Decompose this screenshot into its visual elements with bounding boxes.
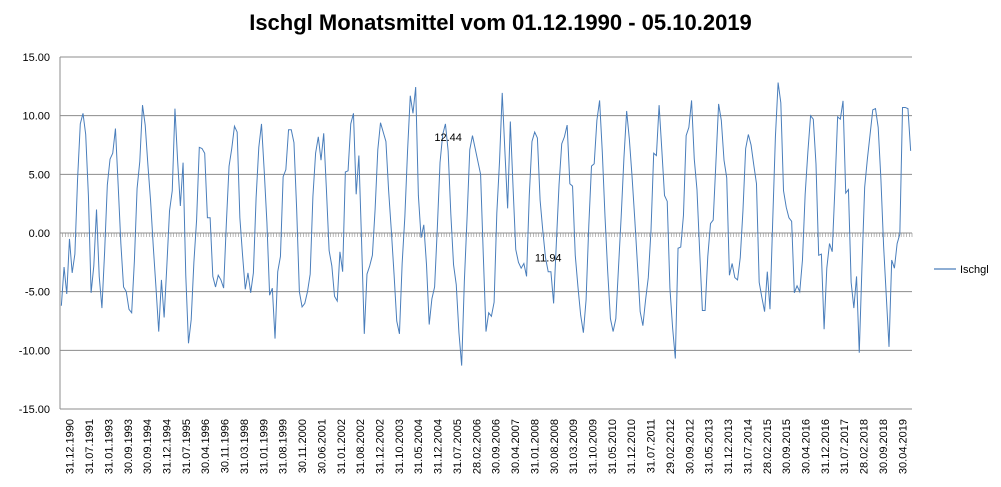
x-tick-label: 30.08.2008: [549, 419, 561, 474]
x-tick-label: 31.07.2005: [452, 419, 464, 474]
x-tick-label: 31.10.2009: [588, 419, 600, 474]
x-tick-label: 30.09.1994: [142, 419, 154, 474]
x-tick-label: 31.01.2002: [336, 419, 348, 474]
x-tick-label: 31.01.1993: [103, 419, 115, 474]
x-tick-label: 31.12.1994: [162, 419, 174, 474]
x-tick-label: 31.03.2009: [568, 419, 580, 474]
x-tick-label: 30.09.2018: [878, 419, 890, 474]
x-tick-label: 30.09.1993: [123, 419, 135, 474]
x-tick-label: 30.04.2016: [801, 419, 813, 474]
x-tick-label: 31.12.2016: [820, 419, 832, 474]
y-tick-label: -5.00: [25, 287, 50, 299]
x-tick-label: 31.03.1998: [239, 419, 251, 474]
x-tick-label: 28.02.2015: [762, 419, 774, 474]
data-label: 12.44: [434, 132, 462, 144]
x-tick-label: 31.05.2004: [413, 419, 425, 474]
x-tick-label: 30.09.2012: [684, 419, 696, 474]
x-tick-label: 31.05.2013: [704, 419, 716, 474]
x-tick-label: 31.07.1991: [84, 419, 96, 474]
x-tick-label: 31.12.2010: [626, 419, 638, 474]
x-tick-label: 30.04.2019: [897, 419, 909, 474]
chart-title: Ischgl Monatsmittel vom 01.12.1990 - 05.…: [249, 10, 752, 35]
x-tick-label: 30.06.2001: [316, 419, 328, 474]
y-tick-label: 10.00: [22, 111, 50, 123]
y-tick-label: 0.00: [29, 228, 50, 240]
x-tick-label: 31.07.1995: [181, 419, 193, 474]
x-tick-label: 30.04.1996: [200, 419, 212, 474]
y-tick-label: 5.00: [29, 169, 50, 181]
x-tick-label: 31.01.2008: [529, 419, 541, 474]
x-tick-label: 31.01.1999: [258, 419, 270, 474]
y-tick-label: 15.00: [22, 52, 50, 64]
y-tick-label: -15.00: [19, 404, 50, 416]
legend-label: Ischgl: [960, 264, 989, 276]
x-tick-label: 30.11.2000: [297, 419, 309, 473]
x-tick-label: 31.12.2004: [433, 419, 445, 474]
x-tick-label: 31.08.2002: [355, 419, 367, 474]
x-tick-label: 31.12.1990: [65, 419, 77, 474]
x-tick-label: 30.11.1996: [220, 419, 232, 473]
data-label: 11.94: [535, 253, 562, 265]
x-axis-ticks: [59, 233, 913, 237]
x-tick-label: 30.09.2015: [781, 419, 793, 474]
x-tick-label: 29.02.2012: [665, 419, 677, 474]
x-tick-label: 31.07.2017: [839, 419, 851, 474]
x-tick-label: 30.04.2007: [510, 419, 522, 474]
series-line-ischgl: [60, 82, 912, 366]
x-tick-label: 31.12.2013: [723, 419, 735, 474]
x-tick-label: 31.05.2010: [607, 419, 619, 474]
y-tick-label: -10.00: [19, 345, 50, 357]
x-tick-label: 31.12.2002: [375, 419, 387, 474]
x-tick-label: 30.09.2006: [491, 419, 503, 474]
x-tick-label: 31.07.2014: [742, 419, 754, 474]
data-label: 12.82: [981, 0, 1001, 3]
x-tick-label: 28.02.2006: [471, 419, 483, 474]
x-tick-label: 31.07.2011: [646, 419, 658, 473]
x-tick-label: 31.08.1999: [278, 419, 290, 474]
x-tick-label: 28.02.2018: [859, 419, 871, 474]
x-tick-label: 31.10.2003: [394, 419, 406, 474]
